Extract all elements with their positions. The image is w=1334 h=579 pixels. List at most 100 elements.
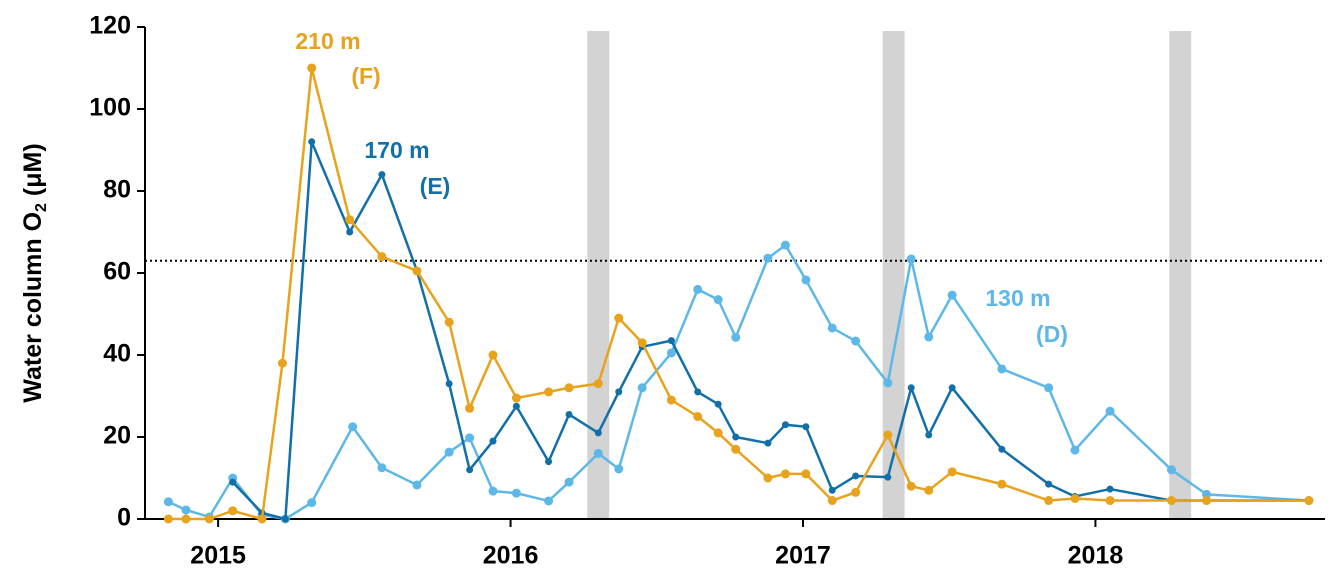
data-point bbox=[257, 514, 267, 524]
series-line bbox=[167, 243, 1309, 521]
data-point bbox=[444, 317, 454, 327]
data-point bbox=[781, 421, 789, 429]
series-tag: (F) bbox=[351, 63, 380, 89]
y-label-text: Water column O bbox=[19, 212, 47, 403]
data-point bbox=[924, 485, 934, 495]
data-point bbox=[465, 433, 475, 443]
data-point bbox=[1070, 494, 1080, 503]
data-point bbox=[445, 380, 453, 388]
data-point bbox=[466, 466, 474, 474]
data-point bbox=[1166, 496, 1176, 506]
data-point bbox=[667, 337, 675, 345]
y-label-subscript: 2 bbox=[33, 203, 50, 212]
data-point bbox=[884, 473, 892, 481]
data-point bbox=[693, 412, 703, 421]
series-line bbox=[231, 140, 1309, 521]
x-tick-label: 2016 bbox=[483, 542, 539, 570]
data-point bbox=[1105, 406, 1115, 416]
data-point bbox=[181, 514, 191, 524]
data-point bbox=[997, 479, 1007, 489]
data-point bbox=[181, 505, 191, 515]
data-point bbox=[594, 429, 602, 437]
data-point bbox=[713, 295, 723, 305]
data-point bbox=[345, 215, 355, 225]
data-point bbox=[693, 284, 703, 294]
data-point bbox=[281, 515, 289, 523]
data-point bbox=[801, 469, 811, 479]
data-point bbox=[906, 254, 916, 264]
data-point bbox=[163, 514, 173, 524]
data-point bbox=[378, 171, 386, 179]
data-point bbox=[488, 350, 498, 360]
data-point bbox=[883, 378, 893, 388]
y-tick-label: 0 bbox=[117, 504, 131, 532]
data-point bbox=[802, 423, 810, 431]
x-tick-label: 2015 bbox=[190, 542, 246, 570]
data-point bbox=[565, 410, 573, 418]
data-point bbox=[851, 487, 861, 497]
data-point bbox=[544, 387, 554, 397]
data-point bbox=[1202, 496, 1212, 506]
data-point bbox=[1202, 489, 1212, 499]
data-point bbox=[512, 402, 520, 410]
data-point bbox=[229, 478, 237, 486]
data-point bbox=[545, 458, 553, 466]
data-point bbox=[308, 138, 316, 146]
data-point bbox=[377, 252, 387, 262]
data-point bbox=[1106, 485, 1114, 493]
data-point bbox=[511, 488, 521, 498]
data-point bbox=[801, 275, 811, 285]
shaded-period bbox=[882, 31, 905, 519]
data-point bbox=[763, 253, 773, 263]
series-label: 170 m bbox=[364, 137, 429, 163]
series-label: 210 m bbox=[295, 28, 360, 54]
data-point bbox=[764, 439, 772, 447]
data-point bbox=[163, 497, 173, 507]
data-point bbox=[277, 358, 287, 368]
data-point bbox=[763, 473, 773, 483]
data-point bbox=[713, 428, 723, 438]
y-tick-label: 120 bbox=[89, 12, 131, 40]
data-point bbox=[1105, 496, 1115, 506]
shaded-period bbox=[587, 31, 610, 519]
series-tag: (D) bbox=[1036, 321, 1068, 347]
data-point bbox=[564, 477, 574, 487]
data-point bbox=[827, 323, 837, 333]
data-point bbox=[564, 383, 574, 393]
data-point bbox=[307, 498, 317, 508]
data-point bbox=[204, 514, 214, 524]
data-point bbox=[593, 379, 603, 389]
data-point bbox=[615, 388, 623, 396]
data-point bbox=[851, 336, 861, 346]
data-point bbox=[925, 431, 933, 439]
data-point bbox=[489, 437, 497, 445]
data-point bbox=[465, 403, 475, 413]
series-tag: (E) bbox=[420, 173, 451, 199]
data-point bbox=[346, 228, 354, 236]
y-tick-label: 20 bbox=[103, 422, 131, 450]
data-point bbox=[593, 448, 603, 458]
data-point bbox=[412, 480, 422, 490]
data-point bbox=[883, 430, 893, 440]
data-point bbox=[614, 313, 624, 323]
x-tick-label: 2017 bbox=[775, 542, 831, 570]
data-point bbox=[906, 481, 916, 491]
data-point bbox=[412, 266, 422, 276]
x-tick-label: 2018 bbox=[1068, 542, 1124, 570]
data-point bbox=[947, 467, 957, 477]
series-label: 130 m bbox=[985, 285, 1050, 311]
data-point bbox=[228, 506, 238, 516]
data-point bbox=[377, 463, 387, 473]
data-point bbox=[828, 486, 836, 494]
y-tick-label: 100 bbox=[89, 94, 131, 122]
data-point bbox=[827, 496, 837, 506]
data-point bbox=[907, 384, 915, 392]
shaded-period bbox=[1169, 31, 1192, 519]
data-point bbox=[732, 433, 740, 441]
data-point bbox=[348, 422, 358, 432]
data-point bbox=[307, 63, 317, 73]
y-tick-label: 60 bbox=[103, 258, 131, 286]
data-point bbox=[780, 240, 790, 250]
data-point bbox=[731, 444, 741, 454]
